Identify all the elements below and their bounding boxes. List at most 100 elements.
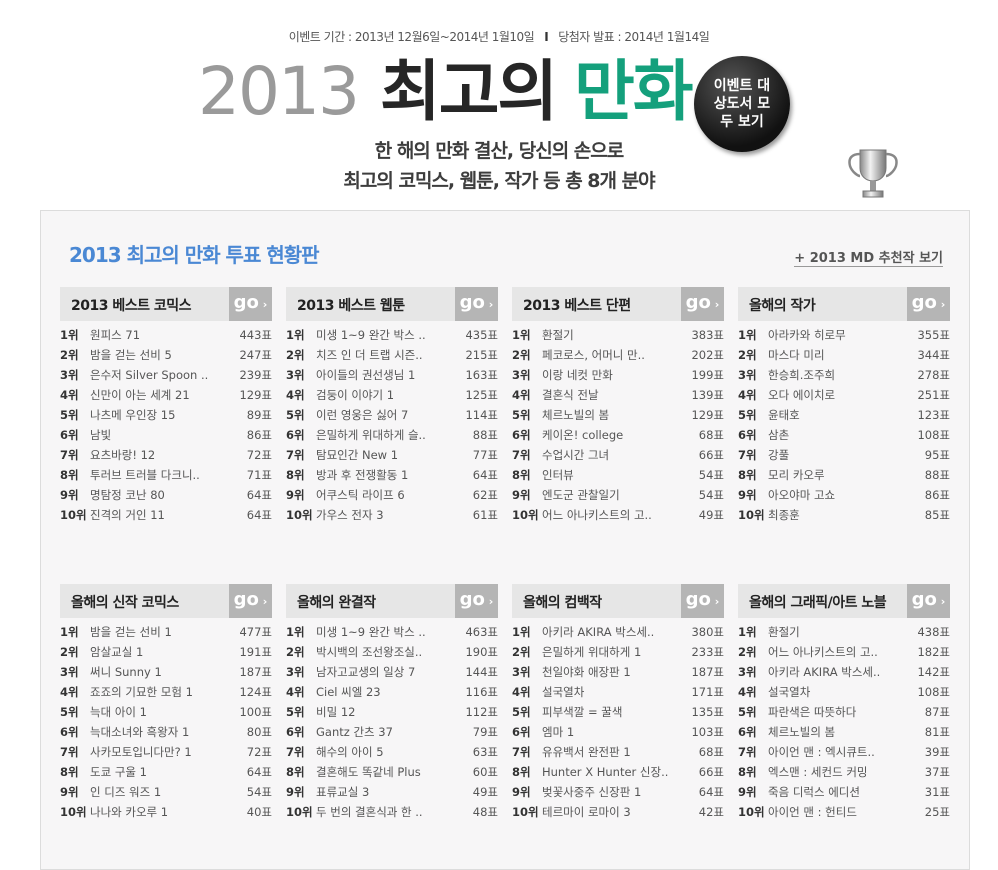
ranking-item[interactable]: 2위 페코로스, 어머니 만.. 202표 — [512, 345, 724, 365]
go-button[interactable]: go › — [907, 287, 950, 321]
item-title[interactable]: 탐묘인간 New 1 — [316, 448, 399, 462]
go-button[interactable]: go › — [907, 584, 950, 618]
item-title[interactable]: 환절기 — [768, 625, 800, 639]
item-title[interactable]: 은밀하게 위대하게 슬.. — [316, 428, 426, 442]
event-books-button[interactable]: 이벤트 대상도서 모두 보기 — [694, 56, 790, 152]
item-title[interactable]: 사카모토입니다만? 1 — [90, 745, 192, 759]
ranking-item[interactable]: 10위 두 번의 결혼식과 한 .. 48표 — [286, 802, 498, 822]
item-title[interactable]: 아이언 맨 : 엑시큐트.. — [768, 745, 875, 759]
item-title[interactable]: 최종훈 — [768, 508, 800, 522]
item-title[interactable]: 벚꽃사중주 신장판 1 — [542, 785, 642, 799]
item-title[interactable]: 아이들의 권선생님 1 — [316, 368, 416, 382]
item-title[interactable]: 신만이 아는 세계 21 — [90, 388, 190, 402]
item-title[interactable]: 삼촌 — [768, 428, 790, 442]
ranking-item[interactable]: 4위 설국열차 108표 — [738, 682, 950, 702]
ranking-item[interactable]: 4위 검둥이 이야기 1 125표 — [286, 385, 498, 405]
item-title[interactable]: 엠마 1 — [542, 725, 575, 739]
item-title[interactable]: Ciel 씨엘 23 — [316, 685, 381, 699]
item-title[interactable]: 명탐정 코난 80 — [90, 488, 165, 502]
ranking-item[interactable]: 7위 유유백서 완전판 1 68표 — [512, 742, 724, 762]
item-title[interactable]: Gantz 간츠 37 — [316, 725, 393, 739]
ranking-item[interactable]: 6위 늑대소녀와 흑왕자 1 80표 — [60, 722, 272, 742]
item-title[interactable]: 투러브 트러블 다크니.. — [90, 468, 200, 482]
item-title[interactable]: 표류교실 3 — [316, 785, 370, 799]
ranking-item[interactable]: 3위 남자고교생의 일상 7 144표 — [286, 662, 498, 682]
item-title[interactable]: 비밀 12 — [316, 705, 356, 719]
go-button[interactable]: go › — [455, 287, 498, 321]
ranking-item[interactable]: 1위 환절기 383표 — [512, 325, 724, 345]
ranking-item[interactable]: 7위 아이언 맨 : 엑시큐트.. 39표 — [738, 742, 950, 762]
ranking-item[interactable]: 4위 결혼식 전날 139표 — [512, 385, 724, 405]
ranking-item[interactable]: 3위 아이들의 권선생님 1 163표 — [286, 365, 498, 385]
item-title[interactable]: 케이온! college — [542, 428, 624, 442]
item-title[interactable]: 아이언 맨 : 헌티드 — [768, 805, 857, 819]
item-title[interactable]: 천일야화 애장판 1 — [542, 665, 631, 679]
item-title[interactable]: 해수의 아이 5 — [316, 745, 384, 759]
ranking-item[interactable]: 5위 파란색은 따뜻하다 87표 — [738, 702, 950, 722]
ranking-item[interactable]: 8위 인터뷰 54표 — [512, 465, 724, 485]
item-title[interactable]: Hunter X Hunter 신장.. — [542, 765, 669, 779]
item-title[interactable]: 써니 Sunny 1 — [90, 665, 162, 679]
item-title[interactable]: 결혼해도 똑같네 Plus — [316, 765, 421, 779]
item-title[interactable]: 인 디즈 워즈 1 — [90, 785, 162, 799]
ranking-item[interactable]: 1위 미생 1~9 완간 박스 .. 435표 — [286, 325, 498, 345]
ranking-item[interactable]: 10위 어느 아나키스트의 고.. 49표 — [512, 505, 724, 525]
item-title[interactable]: 체르노빌의 봄 — [768, 725, 836, 739]
ranking-item[interactable]: 1위 아키라 AKIRA 박스세.. 380표 — [512, 622, 724, 642]
ranking-item[interactable]: 6위 엠마 1 103표 — [512, 722, 724, 742]
ranking-item[interactable]: 5위 피부색깔 = 꿀색 135표 — [512, 702, 724, 722]
ranking-item[interactable]: 5위 이런 영웅은 싫어 7 114표 — [286, 405, 498, 425]
item-title[interactable]: 아키라 AKIRA 박스세.. — [542, 625, 655, 639]
ranking-item[interactable]: 2위 마스다 미리 344표 — [738, 345, 950, 365]
ranking-item[interactable]: 2위 박시백의 조선왕조실.. 190표 — [286, 642, 498, 662]
item-title[interactable]: 어쿠스틱 라이프 6 — [316, 488, 405, 502]
ranking-item[interactable]: 4위 신만이 아는 세계 21 129표 — [60, 385, 272, 405]
md-recommend-link[interactable]: + 2013 MD 추천작 보기 — [794, 247, 943, 267]
ranking-item[interactable]: 1위 아라카와 히로무 355표 — [738, 325, 950, 345]
ranking-item[interactable]: 4위 설국열차 171표 — [512, 682, 724, 702]
item-title[interactable]: 은밀하게 위대하게 1 — [542, 645, 642, 659]
item-title[interactable]: 한승희.조주희 — [768, 368, 836, 382]
ranking-item[interactable]: 1위 미생 1~9 완간 박스 .. 463표 — [286, 622, 498, 642]
item-title[interactable]: 진격의 거인 11 — [90, 508, 165, 522]
item-title[interactable]: 환절기 — [542, 328, 574, 342]
item-title[interactable]: 두 번의 결혼식과 한 .. — [316, 805, 423, 819]
ranking-item[interactable]: 9위 벚꽃사중주 신장판 1 64표 — [512, 782, 724, 802]
item-title[interactable]: 남자고교생의 일상 7 — [316, 665, 416, 679]
item-title[interactable]: 가우스 전자 3 — [316, 508, 384, 522]
ranking-item[interactable]: 2위 암살교실 1 191표 — [60, 642, 272, 662]
item-title[interactable]: 원피스 71 — [90, 328, 141, 342]
item-title[interactable]: 모리 카오루 — [768, 468, 825, 482]
item-title[interactable]: 강풀 — [768, 448, 790, 462]
item-title[interactable]: 죽음 디럭스 에디션 — [768, 785, 860, 799]
ranking-item[interactable]: 3위 아키라 AKIRA 박스세.. 142표 — [738, 662, 950, 682]
item-title[interactable]: 이런 영웅은 싫어 7 — [316, 408, 409, 422]
ranking-item[interactable]: 8위 도쿄 구울 1 64표 — [60, 762, 272, 782]
ranking-item[interactable]: 6위 체르노빌의 봄 81표 — [738, 722, 950, 742]
ranking-item[interactable]: 8위 결혼해도 똑같네 Plus 60표 — [286, 762, 498, 782]
ranking-item[interactable]: 5위 비밀 12 112표 — [286, 702, 498, 722]
item-title[interactable]: 체르노빌의 봄 — [542, 408, 610, 422]
ranking-item[interactable]: 10위 진격의 거인 11 64표 — [60, 505, 272, 525]
item-title[interactable]: 아라카와 히로무 — [768, 328, 846, 342]
item-title[interactable]: 윤태호 — [768, 408, 800, 422]
ranking-item[interactable]: 4위 죠죠의 기묘한 모험 1 124표 — [60, 682, 272, 702]
item-title[interactable]: 치즈 인 더 트랩 시즌.. — [316, 348, 423, 362]
ranking-item[interactable]: 3위 써니 Sunny 1 187표 — [60, 662, 272, 682]
item-title[interactable]: 이랑 네컷 만화 — [542, 368, 613, 382]
item-title[interactable]: 아오야마 고쇼 — [768, 488, 836, 502]
item-title[interactable]: 설국열차 — [542, 685, 585, 699]
item-title[interactable]: 나나와 카오루 1 — [90, 805, 169, 819]
item-title[interactable]: 미생 1~9 완간 박스 .. — [316, 625, 426, 639]
ranking-item[interactable]: 10위 나나와 카오루 1 40표 — [60, 802, 272, 822]
ranking-item[interactable]: 6위 Gantz 간츠 37 79표 — [286, 722, 498, 742]
ranking-item[interactable]: 6위 케이온! college 68표 — [512, 425, 724, 445]
ranking-item[interactable]: 8위 Hunter X Hunter 신장.. 66표 — [512, 762, 724, 782]
item-title[interactable]: 박시백의 조선왕조실.. — [316, 645, 423, 659]
item-title[interactable]: 은수저 Silver Spoon .. — [90, 368, 209, 382]
ranking-item[interactable]: 1위 환절기 438표 — [738, 622, 950, 642]
ranking-item[interactable]: 9위 아오야마 고쇼 86표 — [738, 485, 950, 505]
ranking-item[interactable]: 2위 치즈 인 더 트랩 시즌.. 215표 — [286, 345, 498, 365]
item-title[interactable]: 미생 1~9 완간 박스 .. — [316, 328, 426, 342]
ranking-item[interactable]: 2위 은밀하게 위대하게 1 233표 — [512, 642, 724, 662]
